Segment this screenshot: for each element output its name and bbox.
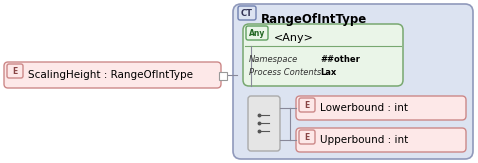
Text: E: E xyxy=(12,67,18,75)
FancyBboxPatch shape xyxy=(299,98,315,112)
Text: Namespace: Namespace xyxy=(249,55,298,64)
Text: RangeOfIntType: RangeOfIntType xyxy=(261,13,367,26)
Bar xyxy=(219,72,227,80)
FancyBboxPatch shape xyxy=(248,96,280,151)
Text: Process Contents: Process Contents xyxy=(249,68,321,77)
Text: ScalingHeight : RangeOfIntType: ScalingHeight : RangeOfIntType xyxy=(28,70,193,80)
FancyBboxPatch shape xyxy=(7,64,23,78)
FancyBboxPatch shape xyxy=(296,96,466,120)
FancyBboxPatch shape xyxy=(296,128,466,152)
Text: Lax: Lax xyxy=(320,68,336,77)
FancyBboxPatch shape xyxy=(238,6,256,20)
Text: Upperbound : int: Upperbound : int xyxy=(320,135,408,145)
FancyBboxPatch shape xyxy=(299,130,315,144)
FancyBboxPatch shape xyxy=(4,62,221,88)
Text: E: E xyxy=(304,133,310,141)
Text: CT: CT xyxy=(241,8,253,17)
Text: ##other: ##other xyxy=(320,55,360,64)
Text: <Any>: <Any> xyxy=(274,33,314,43)
FancyBboxPatch shape xyxy=(246,26,268,40)
FancyBboxPatch shape xyxy=(233,4,473,159)
Text: E: E xyxy=(304,101,310,110)
FancyBboxPatch shape xyxy=(243,24,403,86)
Text: Any: Any xyxy=(249,29,265,37)
Text: Lowerbound : int: Lowerbound : int xyxy=(320,103,408,113)
